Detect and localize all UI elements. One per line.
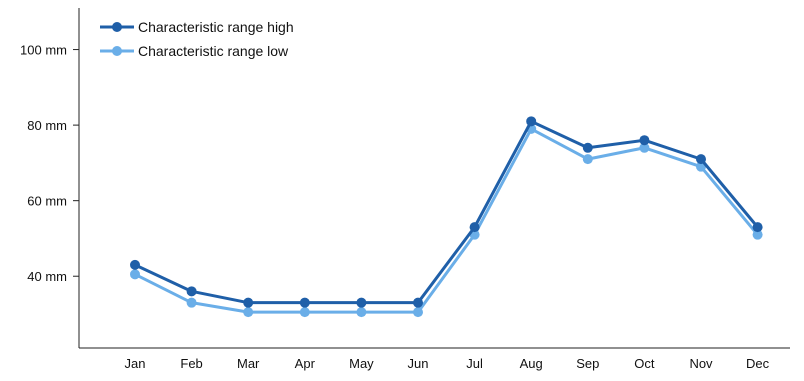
y-tick-label: 80 mm xyxy=(27,118,67,133)
x-tick-label: Jan xyxy=(125,356,146,371)
series-layer xyxy=(130,116,763,318)
x-tick-label: May xyxy=(349,356,374,371)
data-point xyxy=(186,286,197,297)
data-point xyxy=(243,297,254,308)
data-point xyxy=(752,222,763,233)
data-point xyxy=(752,229,763,240)
data-point xyxy=(526,116,537,127)
y-tick-label: 60 mm xyxy=(27,194,67,209)
axes xyxy=(78,8,790,349)
legend-swatch-marker xyxy=(112,46,122,56)
data-point xyxy=(186,297,197,308)
series-line xyxy=(134,127,759,314)
data-point xyxy=(639,142,650,153)
data-point xyxy=(243,307,254,318)
data-point xyxy=(696,154,706,165)
x-tick-label: Dec xyxy=(746,356,770,371)
series-line xyxy=(134,119,759,305)
x-tick-label: Jul xyxy=(466,356,483,371)
x-tick-label: Jun xyxy=(408,356,429,371)
legend-item: Characteristic range low xyxy=(100,43,289,59)
x-tick-label: Apr xyxy=(295,356,316,371)
data-point xyxy=(639,135,650,146)
legend-swatch-marker xyxy=(112,22,122,32)
data-point xyxy=(469,222,480,233)
legend-label: Characteristic range low xyxy=(138,43,289,59)
legend: Characteristic range high Characteristic … xyxy=(100,19,294,59)
x-tick-label: Mar xyxy=(237,356,260,371)
legend-item: Characteristic range high xyxy=(100,19,294,35)
y-axis-ticks: 40 mm 60 mm 80 mm 100 mm xyxy=(20,43,79,284)
legend-label: Characteristic range high xyxy=(138,19,294,35)
data-point xyxy=(356,297,367,308)
x-tick-label: Oct xyxy=(634,356,655,371)
data-point xyxy=(130,259,140,270)
data-point xyxy=(130,269,140,280)
series-1 xyxy=(130,123,763,318)
data-point xyxy=(356,307,367,318)
series-0 xyxy=(130,116,763,308)
data-point xyxy=(413,307,423,318)
x-tick-label: Sep xyxy=(576,356,599,371)
x-tick-label: Aug xyxy=(520,356,543,371)
y-tick-label: 100 mm xyxy=(20,43,67,58)
x-axis-ticks: Jan Feb Mar Apr May Jun Jul Aug Sep Oct Nov Dec xyxy=(125,356,770,371)
data-point xyxy=(299,307,310,318)
data-point xyxy=(582,154,593,165)
data-point xyxy=(413,297,423,308)
data-point xyxy=(582,142,593,153)
y-tick-label: 40 mm xyxy=(27,269,67,284)
x-tick-label: Feb xyxy=(180,356,202,371)
data-point xyxy=(299,297,310,308)
x-tick-label: Nov xyxy=(689,356,713,371)
